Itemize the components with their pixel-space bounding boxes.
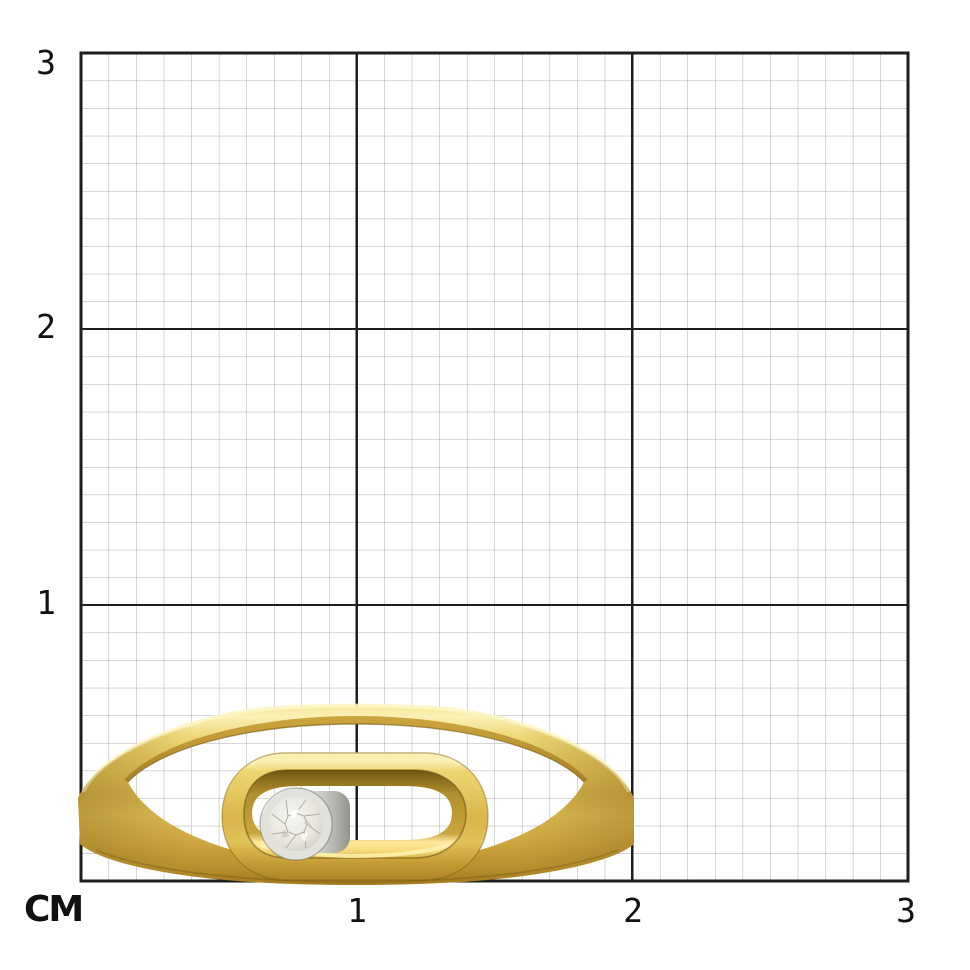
x-axis-label-3cm: 3	[896, 891, 916, 930]
unit-label-cm: СМ	[24, 889, 84, 930]
diamond-bezel	[259, 786, 350, 861]
grid-border	[79, 51, 910, 883]
grid-minor-lines	[81, 53, 908, 881]
grid-major-lines	[81, 53, 908, 881]
band-inner-wall	[124, 716, 588, 782]
element-top-bevel-highlight	[250, 752, 460, 766]
element-cavity	[244, 770, 466, 858]
bezel-highlight	[260, 786, 292, 814]
diamond-stone	[269, 797, 323, 851]
bezel-rim	[260, 788, 332, 860]
x-axis-label-1cm: 1	[347, 891, 367, 930]
x-axis-label-2cm: 2	[623, 891, 643, 930]
y-axis-label-3cm: 3	[36, 43, 56, 82]
element-outline	[221, 752, 489, 881]
diamond-glints	[282, 809, 312, 842]
band-top-highlight	[82, 703, 630, 792]
element-cutout-edge	[243, 769, 467, 859]
measurement-grid	[79, 51, 910, 883]
y-axis-label-2cm: 2	[36, 307, 56, 346]
bezel-outline	[259, 787, 333, 861]
y-axis-label-1cm: 1	[36, 583, 56, 622]
